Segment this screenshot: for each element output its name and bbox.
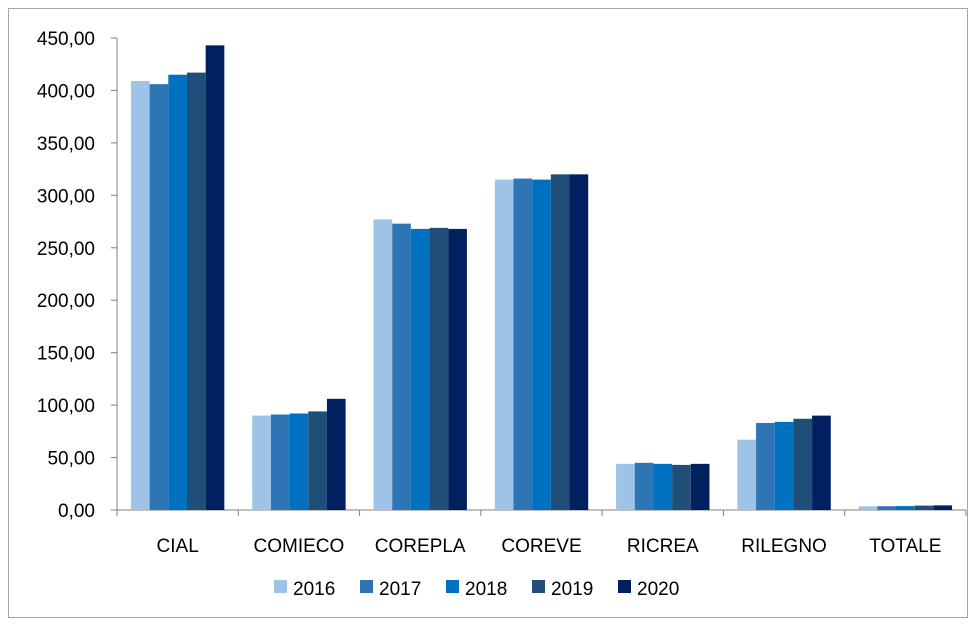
legend-swatch-2018 <box>446 580 459 593</box>
bar-totale-2017 <box>877 506 897 510</box>
y-tick-label: 250,00 <box>37 239 95 260</box>
y-tick-label: 100,00 <box>37 396 95 417</box>
chart-frame <box>8 8 968 618</box>
y-tick-label: 150,00 <box>37 344 95 365</box>
y-tick-label: 350,00 <box>37 134 95 155</box>
bar-corepla-2019 <box>429 227 449 511</box>
y-tick-label: 0,00 <box>58 501 95 522</box>
bar-cial-2020 <box>205 45 225 510</box>
y-tick-label: 300,00 <box>37 186 95 207</box>
y-tick-label: 50,00 <box>47 449 95 470</box>
bar-totale-2018 <box>896 506 915 510</box>
bar-ricrea-2017 <box>634 462 654 510</box>
bar-coreve-2017 <box>513 178 533 510</box>
bar-cial-2019 <box>186 72 206 510</box>
bar-totale-2020 <box>933 505 953 510</box>
legend-label-2017: 2017 <box>379 579 421 600</box>
x-tick-label: COREPLA <box>375 536 466 557</box>
bar-ricrea-2018 <box>653 463 673 510</box>
bar-coreve-2016 <box>494 179 514 510</box>
x-tick-label: COREVE <box>501 536 581 557</box>
legend-label-2016: 2016 <box>293 579 335 600</box>
y-tick-label: 200,00 <box>37 291 95 312</box>
legend: 2016 2017 2018 2019 2020 <box>274 579 679 600</box>
bar-rilegno-2018 <box>774 421 794 510</box>
bar-comieco-2018 <box>289 413 309 510</box>
bar-corepla-2017 <box>392 223 411 511</box>
legend-label-2018: 2018 <box>465 579 507 600</box>
bar-corepla-2016 <box>373 219 393 511</box>
x-tick-label: RILEGNO <box>741 536 827 557</box>
bars <box>130 45 953 511</box>
bar-totale-2016 <box>858 506 878 510</box>
bar-coreve-2018 <box>532 179 551 510</box>
bar-corepla-2018 <box>410 228 430 511</box>
bar-comieco-2016 <box>252 415 271 510</box>
legend-swatch-2019 <box>532 580 545 593</box>
y-tick-label: 450,00 <box>37 29 95 50</box>
legend-label-2020: 2020 <box>637 579 679 600</box>
x-tick-label: COMIECO <box>254 536 345 557</box>
bar-corepla-2020 <box>448 228 467 511</box>
legend-swatch-2016 <box>274 580 287 593</box>
x-tick-label: CIAL <box>157 536 199 557</box>
x-tick-label: TOTALE <box>869 536 941 557</box>
legend-swatch-2020 <box>618 580 631 593</box>
legend-swatch-2017 <box>360 580 373 593</box>
axes: 0,00 50,00 100,00 150,00 200,00 250,00 300,00 3… <box>37 29 967 557</box>
bar-totale-2019 <box>914 505 934 510</box>
legend-label-2019: 2019 <box>551 579 593 600</box>
bar-rilegno-2019 <box>793 418 813 510</box>
bar-cial-2018 <box>168 74 187 510</box>
bar-rilegno-2016 <box>737 439 757 510</box>
bar-coreve-2019 <box>550 174 570 510</box>
y-tick-label: 400,00 <box>37 81 95 102</box>
bar-rilegno-2020 <box>812 415 831 510</box>
bar-comieco-2019 <box>308 411 327 510</box>
bar-rilegno-2017 <box>756 422 775 510</box>
bar-ricrea-2016 <box>616 463 635 510</box>
bar-ricrea-2019 <box>672 464 691 510</box>
bar-ricrea-2020 <box>690 463 710 510</box>
bar-cial-2017 <box>149 84 169 510</box>
bar-cial-2016 <box>130 81 150 510</box>
x-tick-label: RICREA <box>627 536 699 557</box>
bar-comieco-2017 <box>270 414 290 510</box>
bar-comieco-2020 <box>326 398 346 510</box>
bar-coreve-2020 <box>569 174 589 510</box>
